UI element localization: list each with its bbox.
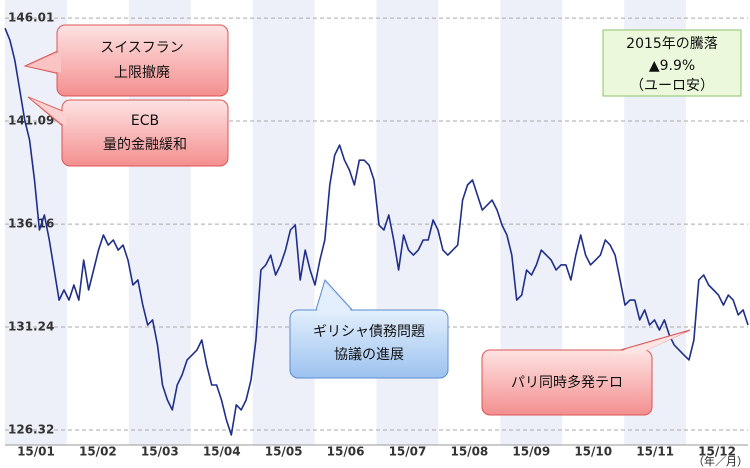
plot <box>4 27 749 436</box>
x-tick-label: 15/04 <box>203 445 241 459</box>
x-tick-label: 15/08 <box>450 445 488 459</box>
x-tick-label: 15/05 <box>265 445 303 459</box>
x-tick-label: 15/01 <box>17 445 55 459</box>
x-tick-label: 15/09 <box>512 445 550 459</box>
callout-box <box>56 24 229 97</box>
annotation-text: ギリシャ債務問題 <box>313 324 425 340</box>
annotations: スイスフラン 上限撤廃 ECB 量的金融緩和 ギリシャ債務問題 協議の進展 パリ… <box>23 24 742 416</box>
annotation-text: 協議の進展 <box>334 346 404 363</box>
x-tick-label: 15/03 <box>141 445 179 459</box>
callout: ギリシャ債務問題 協議の進展 <box>289 279 449 379</box>
callout-pointer <box>611 332 686 354</box>
price-line <box>4 27 749 436</box>
annotation-text: スイスフラン <box>100 40 184 56</box>
annotation-text: 量的金融緩和 <box>103 137 187 153</box>
x-tick-label: 15/10 <box>574 445 612 459</box>
callout: パリ同時多発テロ <box>481 329 691 416</box>
x-tick-label: 15/02 <box>79 445 117 459</box>
x-tick-label: 15/07 <box>389 445 427 459</box>
y-tick-label: 131.24 <box>8 320 54 334</box>
x-tick-label: 15/12 <box>698 445 736 459</box>
info-text: 2015年の騰落 <box>626 35 718 52</box>
y-tick-label: 146.01 <box>8 11 54 25</box>
callout-pointer <box>316 283 354 314</box>
info-text: （ユーロ安） <box>630 78 714 94</box>
callout-pointer <box>30 98 66 127</box>
callout: ECB 量的金融緩和 <box>27 96 229 167</box>
y-tick-label: 141.09 <box>8 114 54 128</box>
callout: スイスフラン 上限撤廃 <box>23 24 229 97</box>
annotation-text: ECB <box>131 113 159 129</box>
x-unit: （年／月） <box>693 454 748 468</box>
callout-box <box>61 99 229 167</box>
callout-box <box>289 309 449 379</box>
info-text: ▲9.9% <box>649 58 695 74</box>
callout-pointer <box>27 51 61 73</box>
info-box-frame <box>602 29 742 97</box>
x-tick-label: 15/06 <box>327 445 365 459</box>
annotation-text: 上限撤廃 <box>114 64 170 81</box>
annotation-text: パリ同時多発テロ <box>511 374 623 391</box>
x-tick-label: 15/11 <box>636 445 674 459</box>
y-tick-label: 126.32 <box>8 422 54 436</box>
callout-box <box>481 349 653 416</box>
info-box: 2015年の騰落 ▲9.9% （ユーロ安） <box>602 29 742 97</box>
